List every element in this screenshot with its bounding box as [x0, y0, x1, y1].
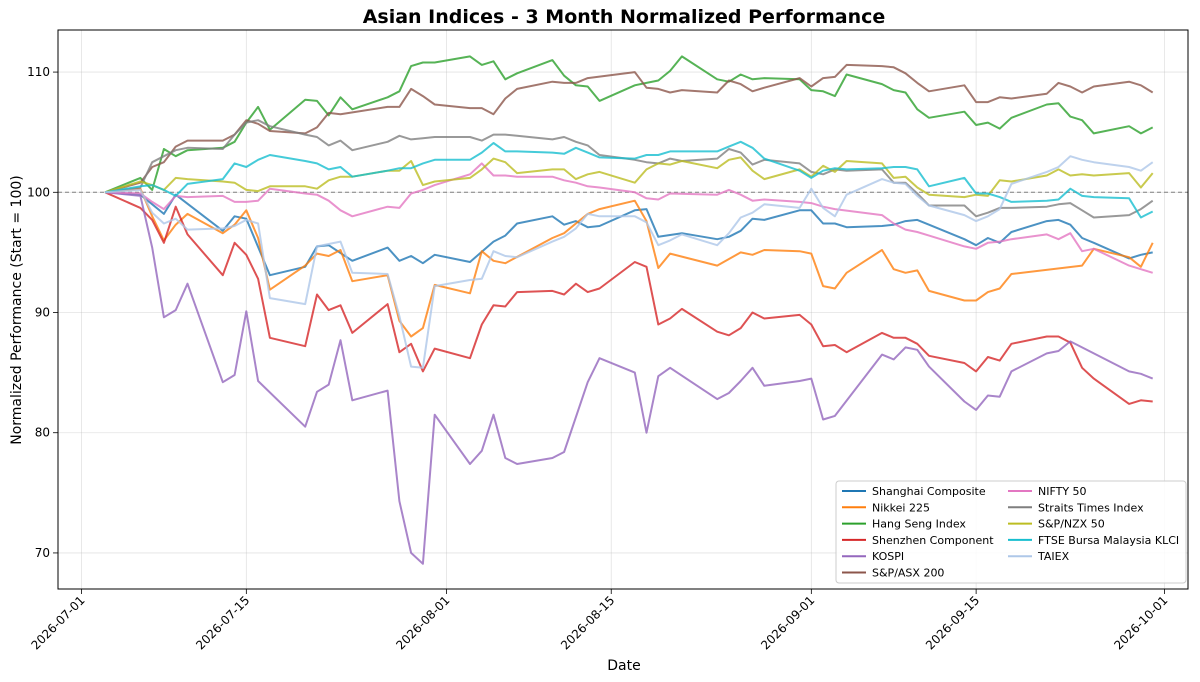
series-line-3: [104, 191, 1153, 405]
series-line-5: [104, 63, 1154, 194]
legend-label: S&P/NZX 50: [1038, 518, 1105, 531]
plot-frame: [57, 29, 1189, 590]
legend-label: Straits Times Index: [1038, 501, 1144, 514]
series-line-4: [104, 191, 1154, 565]
series-line-2: [104, 55, 1154, 194]
y-tick-label: 110: [27, 65, 50, 79]
y-axis-ticks: 70 80 90 100 110: [27, 65, 58, 560]
legend-label: NIFTY 50: [1038, 485, 1087, 498]
legend-label: Hang Seng Index: [872, 518, 966, 531]
chart-title: Asian Indices - 3 Month Normalized Perfo…: [363, 6, 886, 28]
series-line-8: [104, 156, 1154, 199]
legend: Shanghai Composite Nikkei 225 Hang Seng In…: [835, 480, 1187, 584]
legend-label: Shanghai Composite: [872, 485, 986, 498]
y-axis-label: Normalized Performance (Start = 100): [9, 175, 25, 445]
legend-label: S&P/ASX 200: [872, 567, 944, 580]
legend-label: Nikkei 225: [872, 501, 930, 514]
legend-label: KOSPI: [872, 550, 904, 563]
y-tick-label: 70: [35, 546, 50, 560]
y-tick-label: 80: [35, 426, 50, 440]
legend-label: FTSE Bursa Malaysia KLCI: [1038, 534, 1179, 547]
y-tick-label: 100: [27, 185, 50, 199]
legend-label: TAIEX: [1037, 550, 1070, 563]
y-tick-label: 90: [35, 306, 50, 320]
series-line-9: [104, 140, 1154, 219]
series-lines: [104, 55, 1154, 565]
legend-box: [835, 480, 1187, 584]
series-line-10: [105, 155, 1154, 369]
series-line-7: [104, 119, 1154, 219]
x-axis-label: Date: [607, 658, 640, 674]
series-line-6: [105, 162, 1153, 274]
legend-label: Shenzhen Component: [872, 534, 994, 547]
